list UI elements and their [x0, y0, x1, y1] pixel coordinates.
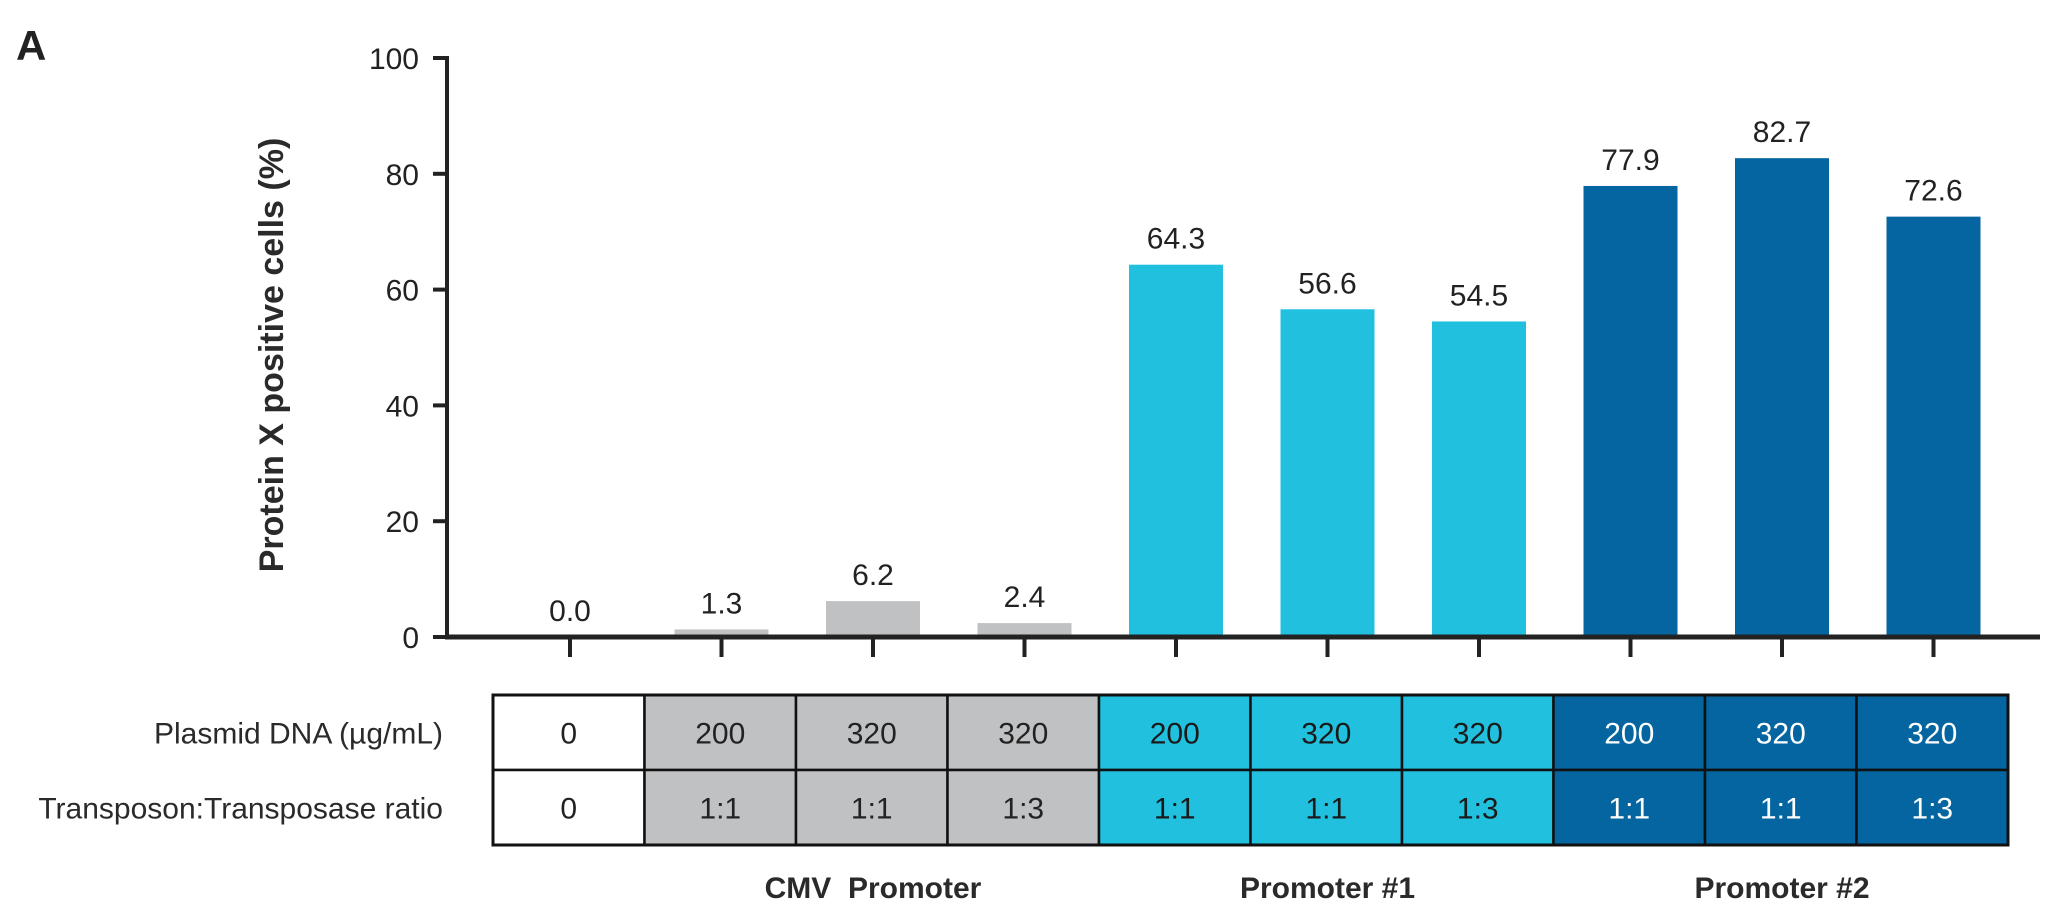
table-cell-text: 1:1	[851, 793, 893, 826]
y-tick-label: 20	[386, 506, 419, 539]
y-tick-label: 40	[386, 390, 419, 423]
table-cell-text: 320	[998, 718, 1048, 751]
data-label: 1.3	[701, 587, 743, 620]
table-cell-text: 1:3	[1911, 793, 1953, 826]
table-cell-text: 320	[1453, 718, 1503, 751]
bar	[977, 623, 1072, 637]
table-border	[491, 693, 2010, 847]
bar	[826, 601, 920, 637]
bar	[1280, 309, 1375, 637]
data-label: 77.9	[1601, 144, 1659, 177]
y-tick-label: 0	[402, 622, 419, 655]
table-cell-text: 0	[560, 718, 577, 751]
table-cell-text: 1:1	[1608, 793, 1650, 826]
table-cell	[1249, 768, 1404, 847]
table-cell-text: 1:1	[1760, 793, 1802, 826]
table-row-label: Transposon:Transposase ratio	[38, 793, 443, 826]
table-cell	[643, 693, 798, 772]
data-label: 64.3	[1147, 223, 1205, 256]
plot-area: 0.0 1.3 6.2 2.4 64.3 56.6 54.5 77.9 82.7 72.6 0 20 4…	[369, 43, 2040, 657]
table-cell-text: 320	[1301, 718, 1351, 751]
bar	[1129, 264, 1223, 637]
group-label: Promoter #2	[1694, 872, 1869, 905]
table-cell	[491, 768, 646, 847]
table-cell-text: 200	[1150, 718, 1200, 751]
group-label: CMV Promoter	[765, 872, 982, 905]
table-cell-text: 320	[847, 718, 897, 751]
table-cell-text: 200	[695, 718, 745, 751]
table-cell	[1855, 693, 2010, 772]
bar	[1735, 158, 1829, 638]
table-cell	[1855, 768, 2010, 847]
group-label: Promoter #1	[1240, 872, 1415, 905]
table-cell-text: 0	[560, 793, 577, 826]
group-labels: CMV Promoter Promoter #1 Promoter #2	[765, 872, 1870, 905]
bar	[1886, 216, 1981, 637]
table-cell-text: 320	[1756, 718, 1806, 751]
table-cell-text: 200	[1604, 718, 1654, 751]
panel-letter: A	[16, 22, 46, 69]
bar	[1432, 321, 1526, 637]
table-cell-text: 320	[1907, 718, 1957, 751]
table-cell-text: 1:1	[1305, 793, 1347, 826]
table-cell	[794, 693, 949, 772]
data-label: 6.2	[852, 559, 894, 592]
table-cell-text: 1:1	[699, 793, 741, 826]
table-cell-text: 1:3	[1002, 793, 1044, 826]
parameter-table: Plasmid DNA (µg/mL) 0 200 320 320 200 320 320 20…	[38, 693, 2010, 847]
table-cell	[946, 768, 1101, 847]
table-cell-text: 1:3	[1457, 793, 1499, 826]
data-label: 54.5	[1450, 279, 1508, 312]
y-tick-label: 60	[386, 275, 419, 308]
table-cell-text: 1:1	[1154, 793, 1196, 826]
y-tick-label: 100	[369, 43, 419, 76]
table-cell	[1552, 693, 1707, 772]
data-label: 2.4	[1004, 581, 1046, 614]
table-row-label: Plasmid DNA (µg/mL)	[154, 718, 443, 751]
y-axis-label: Protein X positive cells (%)	[253, 138, 291, 573]
data-label: 72.6	[1904, 175, 1962, 208]
data-label: 0.0	[549, 595, 591, 628]
bar	[1583, 185, 1678, 638]
table-cell	[1552, 768, 1707, 847]
bar	[674, 629, 769, 637]
y-tick-label: 80	[386, 159, 419, 192]
data-label: 56.6	[1298, 267, 1356, 300]
table-cell	[794, 768, 949, 847]
data-label: 82.7	[1753, 116, 1811, 149]
